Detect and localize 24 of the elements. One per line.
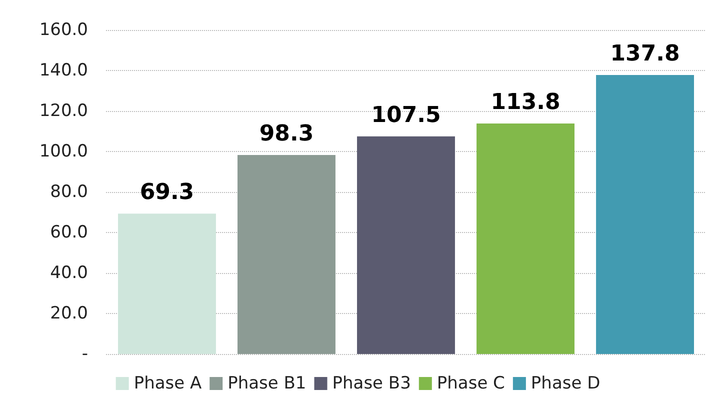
bar — [118, 214, 216, 354]
data-label: 113.8 — [490, 90, 560, 116]
y-tick-label: 140.0 — [39, 60, 88, 80]
y-tick-label: 40.0 — [50, 263, 88, 283]
data-label: 98.3 — [259, 121, 314, 146]
legend-label: Phase D — [530, 374, 600, 394]
bar — [238, 154, 336, 354]
bar — [476, 124, 574, 354]
legend-label: Phase B3 — [332, 374, 411, 394]
legend-label: Phase C — [436, 374, 505, 394]
y-tick-label: 160.0 — [39, 20, 88, 40]
y-tick-label: 120.0 — [39, 101, 88, 121]
bar — [357, 136, 455, 354]
y-tick-label: 60.0 — [50, 222, 88, 242]
y-tick-label: 100.0 — [39, 142, 88, 162]
y-tick-label: 80.0 — [50, 182, 88, 202]
data-label: 69.3 — [140, 180, 194, 206]
legend-label: Phase A — [134, 374, 202, 394]
y-tick-label: - — [82, 344, 88, 364]
legend-label: Phase B1 — [228, 374, 306, 394]
bar — [596, 74, 694, 354]
y-tick-label: 20.0 — [50, 304, 88, 324]
data-label: 137.8 — [610, 41, 680, 66]
data-label: 107.5 — [371, 102, 441, 128]
